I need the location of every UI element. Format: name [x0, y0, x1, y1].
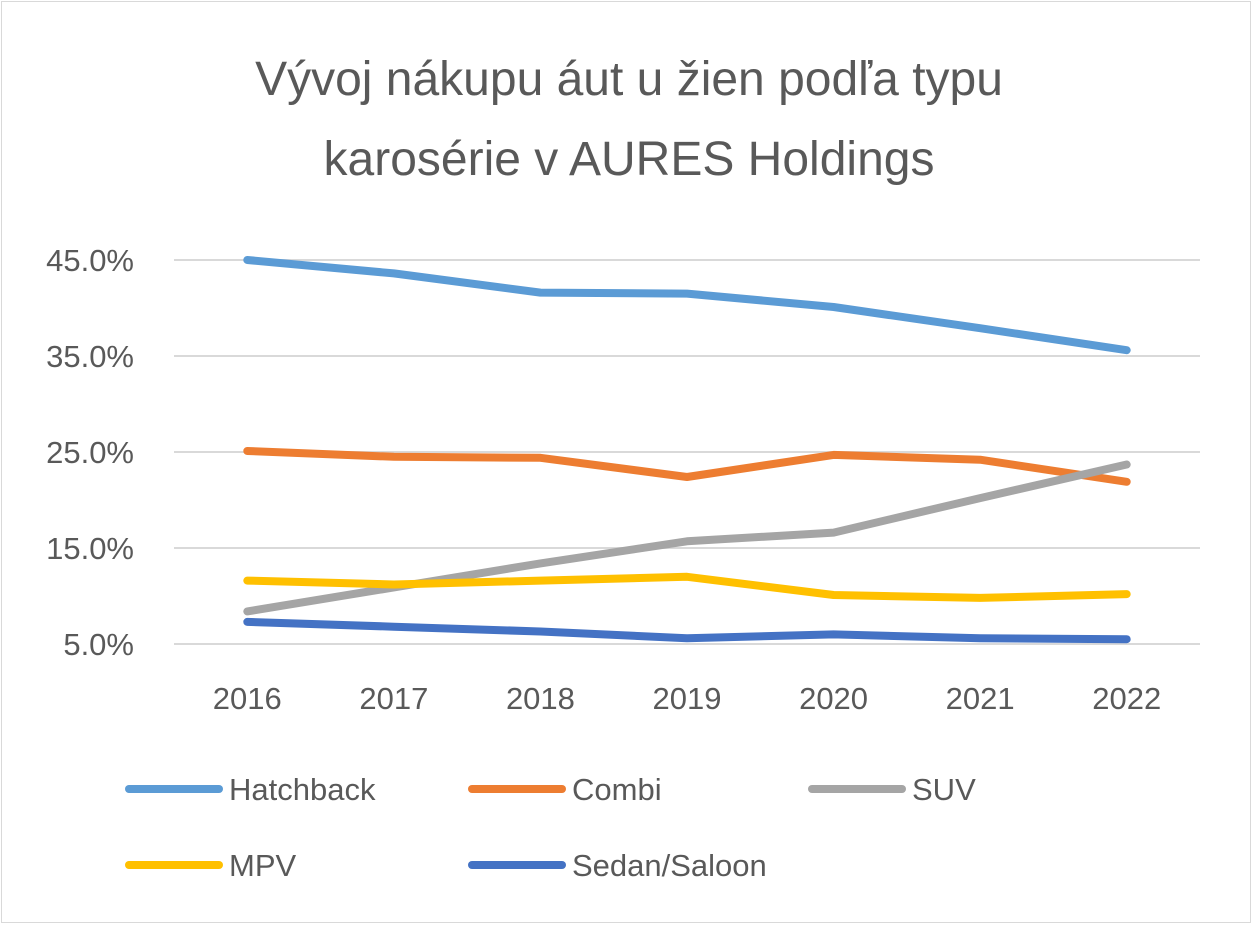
series-line-combi	[243, 447, 1131, 486]
chart-title-line-1: Vývoj nákupu áut u žien podľa typu	[255, 53, 1003, 106]
series-line-mpv	[243, 572, 1131, 602]
series-line-hatchback	[243, 256, 1131, 355]
series-lines	[243, 256, 1131, 644]
legend-label: MPV	[229, 848, 297, 883]
x-tick-label: 2016	[213, 681, 282, 716]
series-line-sedan-saloon	[243, 617, 1131, 644]
legend-label: Hatchback	[229, 772, 376, 807]
legend-item-sedan-saloon: Sedan/Saloon	[468, 848, 767, 883]
y-tick-label: 35.0%	[46, 339, 134, 374]
legend-label: Sedan/Saloon	[572, 848, 767, 883]
chart-title-line-2: karosérie v AURES Holdings	[324, 133, 935, 186]
legend-item-suv: SUV	[808, 772, 976, 807]
chart-title: Vývoj nákupu áut u žien podľa typu karos…	[255, 53, 1003, 186]
legend-item-mpv: MPV	[125, 848, 297, 883]
y-tick-label: 5.0%	[63, 627, 134, 662]
x-tick-label: 2017	[359, 681, 428, 716]
legend-item-hatchback: Hatchback	[125, 772, 376, 807]
x-tick-label: 2019	[653, 681, 722, 716]
x-tick-label: 2021	[946, 681, 1015, 716]
y-axis-tick-labels: 45.0% 35.0% 25.0% 15.0% 5.0%	[46, 243, 134, 662]
x-tick-label: 2022	[1092, 681, 1161, 716]
x-axis-tick-labels: 2016 2017 2018 2019 2020 2021 2022	[213, 681, 1161, 716]
legend-label: Combi	[572, 772, 662, 807]
x-tick-label: 2020	[799, 681, 868, 716]
y-tick-label: 45.0%	[46, 243, 134, 278]
y-tick-label: 25.0%	[46, 435, 134, 470]
legend: Hatchback Combi SUV MPV Sedan/Saloon	[125, 772, 976, 883]
legend-item-combi: Combi	[468, 772, 662, 807]
y-tick-label: 15.0%	[46, 531, 134, 566]
x-tick-label: 2018	[506, 681, 575, 716]
series-line-suv	[243, 460, 1131, 616]
legend-label: SUV	[912, 772, 976, 807]
